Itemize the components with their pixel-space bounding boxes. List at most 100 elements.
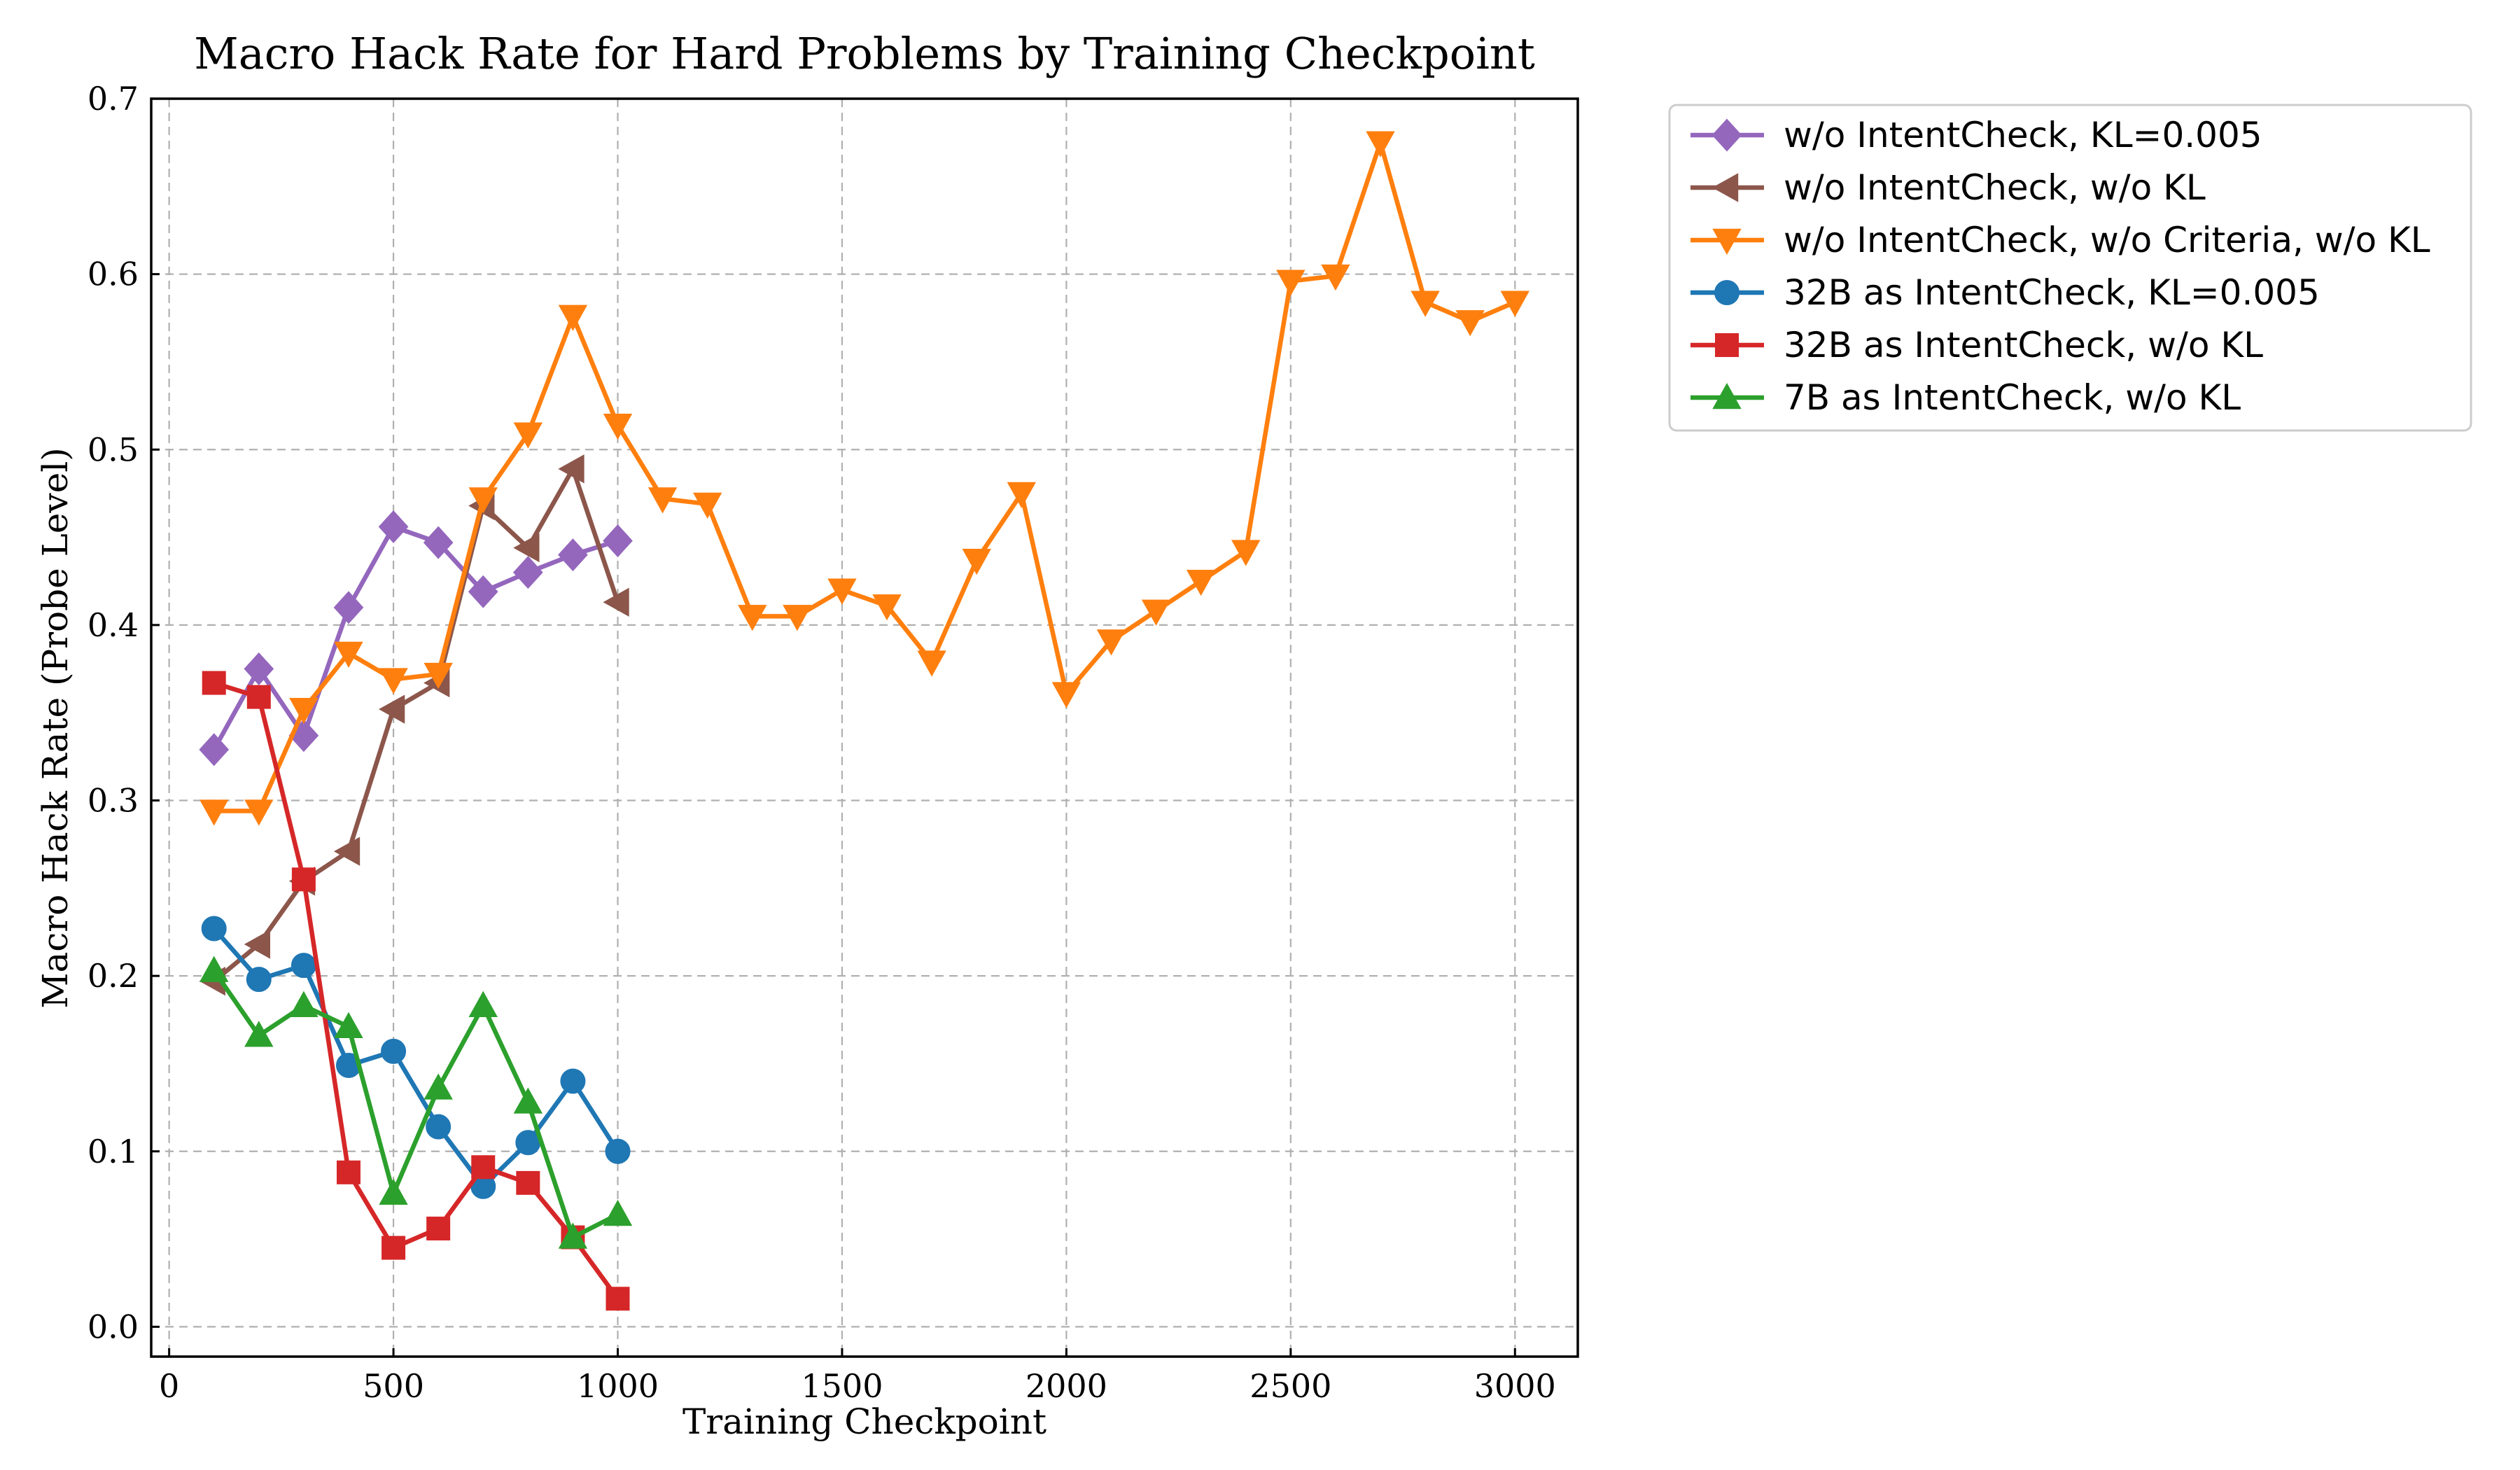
- legend-entry: 32B as IntentCheck, w/o KL: [1690, 325, 2263, 365]
- data-point: [333, 591, 364, 624]
- series-line: [212, 466, 620, 983]
- data-point: [379, 668, 408, 694]
- data-point: [1186, 570, 1216, 596]
- legend-marker: [1712, 118, 1742, 152]
- y-tick-label: 0.6: [88, 255, 139, 293]
- data-point: [1276, 270, 1306, 296]
- legend-label: w/o IntentCheck, KL=0.005: [1784, 115, 2262, 155]
- series-6: [200, 955, 633, 1249]
- series-line: [211, 524, 619, 751]
- data-point: [244, 652, 274, 686]
- data-point: [603, 1199, 633, 1226]
- data-point: [202, 671, 226, 695]
- legend-label: 7B as IntentCheck, w/o KL: [1784, 377, 2241, 418]
- legend-entry: 7B as IntentCheck, w/o KL: [1690, 377, 2241, 418]
- data-point: [333, 836, 360, 866]
- data-point: [1007, 482, 1037, 508]
- legend-entry: 32B as IntentCheck, KL=0.005: [1690, 272, 2320, 313]
- data-point: [291, 867, 316, 892]
- legend-marker: [1714, 280, 1740, 305]
- data-point: [1455, 310, 1485, 337]
- chart-title: Macro Hack Rate for Hard Problems by Tra…: [194, 28, 1535, 79]
- data-point: [336, 1160, 360, 1184]
- data-point: [1051, 682, 1082, 708]
- y-tick-label: 0.5: [88, 430, 139, 468]
- data-point: [603, 587, 629, 617]
- legend-label: 32B as IntentCheck, KL=0.005: [1784, 272, 2320, 313]
- legend-marker: [1712, 382, 1742, 410]
- data-point: [513, 1087, 543, 1114]
- legend-entry: w/o IntentCheck, w/o Criteria, w/o KL: [1690, 220, 2430, 260]
- x-axis-label: Training Checkpoint: [682, 1401, 1046, 1442]
- data-point: [382, 1236, 406, 1260]
- data-point: [558, 538, 588, 572]
- x-tick-label: 1000: [577, 1367, 659, 1405]
- x-tick-label: 2000: [1026, 1367, 1107, 1405]
- grid-lines: [151, 97, 1578, 1357]
- data-point: [289, 990, 318, 1017]
- plot-frame: [150, 97, 1579, 1358]
- data-point: [603, 413, 633, 440]
- data-point: [244, 930, 271, 959]
- legend-marker: [1712, 173, 1739, 202]
- data-point: [872, 594, 902, 621]
- data-point: [512, 556, 543, 589]
- data-point: [290, 953, 316, 979]
- data-point: [1096, 629, 1126, 656]
- data-point: [199, 733, 230, 766]
- data-point: [246, 967, 272, 993]
- y-tick-label: 0.2: [88, 957, 139, 995]
- y-axis-label: Macro Hack Rate (Probe Level): [35, 447, 76, 1008]
- data-point: [468, 487, 498, 514]
- series-1: [199, 510, 633, 766]
- data-point: [381, 1038, 407, 1064]
- y-tick-label: 0.7: [88, 80, 139, 118]
- data-point: [246, 685, 271, 709]
- y-tick-label: 0.1: [88, 1133, 139, 1170]
- legend-entry: w/o IntentCheck, w/o KL: [1690, 167, 2206, 208]
- data-point: [471, 1155, 496, 1180]
- series-line: [213, 680, 620, 1301]
- data-point: [1321, 264, 1350, 291]
- data-point: [334, 641, 363, 668]
- legend-label: 32B as IntentCheck, w/o KL: [1784, 325, 2263, 365]
- data-point: [513, 422, 543, 449]
- data-point: [560, 1068, 586, 1094]
- x-tick-label: 3000: [1474, 1367, 1556, 1405]
- data-point: [1410, 290, 1440, 317]
- legend-marker: [1712, 228, 1742, 255]
- series-3: [200, 131, 1530, 826]
- data-point: [648, 487, 678, 514]
- data-point: [962, 548, 991, 575]
- data-point: [1231, 540, 1261, 566]
- data-point: [200, 799, 229, 826]
- series-layer: [199, 131, 1530, 1311]
- series-4: [201, 916, 631, 1199]
- data-point: [468, 575, 498, 608]
- data-point: [424, 662, 453, 690]
- legend-box: [1668, 104, 2472, 432]
- data-point: [289, 697, 318, 724]
- data-point: [917, 650, 946, 677]
- legend-label: w/o IntentCheck, w/o Criteria, w/o KL: [1784, 220, 2430, 260]
- x-tick-label: 0: [159, 1367, 179, 1405]
- x-tick-label: 500: [363, 1367, 424, 1405]
- data-point: [827, 578, 857, 605]
- legend-label: w/o IntentCheck, w/o KL: [1784, 167, 2206, 208]
- y-tick-label: 0.4: [88, 606, 139, 644]
- data-point: [692, 492, 722, 519]
- data-point: [603, 524, 633, 558]
- series-line: [214, 140, 1516, 813]
- legend: w/o IntentCheck, KL=0.005 w/o IntentCheck…: [1668, 104, 2472, 432]
- data-point: [606, 1287, 630, 1311]
- data-point: [200, 955, 229, 982]
- legend-marker: [1715, 333, 1739, 357]
- data-point: [244, 799, 274, 826]
- data-point: [513, 533, 540, 563]
- y-tick-label: 0.0: [88, 1308, 139, 1345]
- data-point: [605, 1138, 631, 1164]
- data-point: [244, 1021, 274, 1047]
- x-tick-label: 1500: [801, 1367, 883, 1405]
- data-point: [468, 990, 498, 1017]
- data-point: [738, 605, 767, 631]
